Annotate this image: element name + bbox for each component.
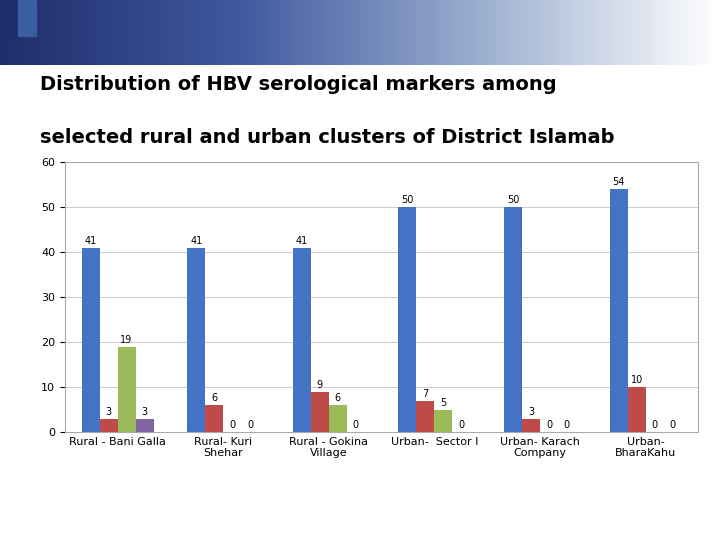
Text: 54: 54 xyxy=(613,177,625,187)
Bar xyxy=(628,387,646,432)
Bar xyxy=(434,409,452,432)
Bar xyxy=(117,347,135,432)
Bar xyxy=(522,418,540,432)
Bar xyxy=(205,405,223,432)
Text: 0: 0 xyxy=(546,420,552,430)
Text: 41: 41 xyxy=(296,235,308,246)
Text: 0: 0 xyxy=(353,420,359,430)
Bar xyxy=(610,189,628,432)
Bar xyxy=(187,247,205,432)
Bar xyxy=(18,0,36,36)
Bar xyxy=(329,405,347,432)
Bar xyxy=(504,207,522,432)
Text: 19: 19 xyxy=(120,335,132,345)
Text: 10: 10 xyxy=(631,375,643,385)
Bar xyxy=(81,247,99,432)
Bar xyxy=(311,392,329,432)
Text: 0: 0 xyxy=(564,420,570,430)
Bar xyxy=(416,401,434,432)
Bar xyxy=(0,0,18,36)
Text: 41: 41 xyxy=(84,235,96,246)
Text: 50: 50 xyxy=(401,195,414,205)
Text: 6: 6 xyxy=(211,393,217,403)
Text: 0: 0 xyxy=(652,420,657,430)
Text: 0: 0 xyxy=(458,420,464,430)
Text: 9: 9 xyxy=(317,380,323,390)
Text: 3: 3 xyxy=(528,407,534,417)
Text: 50: 50 xyxy=(507,195,519,205)
Text: Distribution of HBV serological markers among: Distribution of HBV serological markers … xyxy=(40,75,557,93)
Bar xyxy=(99,418,117,432)
Text: 41: 41 xyxy=(190,235,202,246)
Text: 0: 0 xyxy=(670,420,675,430)
Text: 6: 6 xyxy=(335,393,341,403)
Text: 3: 3 xyxy=(141,407,148,417)
Text: 0: 0 xyxy=(247,420,253,430)
Text: selected rural and urban clusters of District Islamab: selected rural and urban clusters of Dis… xyxy=(40,128,614,147)
Text: 7: 7 xyxy=(423,389,428,399)
Text: 0: 0 xyxy=(229,420,235,430)
Text: 3: 3 xyxy=(106,407,112,417)
Bar xyxy=(398,207,416,432)
Bar xyxy=(293,247,311,432)
Text: 5: 5 xyxy=(440,397,446,408)
Bar xyxy=(135,418,153,432)
